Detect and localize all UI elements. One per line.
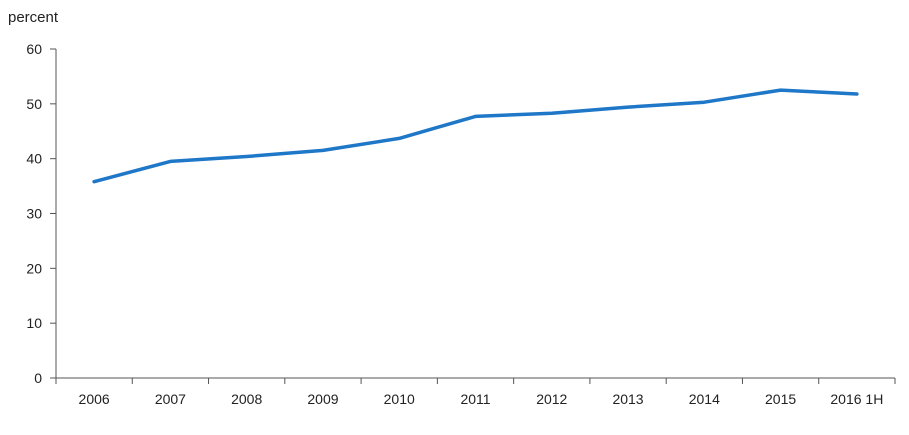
- x-tick-label: 2008: [231, 391, 262, 407]
- x-tick-label: 2006: [79, 391, 110, 407]
- y-tick-label: 50: [26, 96, 42, 112]
- x-tick-label: 2009: [307, 391, 338, 407]
- series-line: [94, 90, 857, 182]
- y-tick-label: 30: [26, 206, 42, 222]
- y-tick-label: 10: [26, 315, 42, 331]
- x-tick-label: 2014: [689, 391, 720, 407]
- x-tick-label: 2007: [155, 391, 186, 407]
- x-tick-label: 2013: [612, 391, 643, 407]
- y-tick-label: 20: [26, 260, 42, 276]
- y-tick-label: 40: [26, 151, 42, 167]
- y-axis-label: percent: [8, 9, 59, 26]
- y-tick-label: 60: [26, 41, 42, 57]
- y-ticks: 0 10 20 30 40 50 60: [26, 41, 56, 386]
- y-tick-label: 0: [34, 370, 42, 386]
- x-tick-label: 2010: [384, 391, 415, 407]
- x-tick-label: 2012: [536, 391, 567, 407]
- series-layer: [94, 90, 857, 182]
- x-tick-label: 2011: [460, 391, 490, 407]
- x-tick-label: 2015: [765, 391, 796, 407]
- x-ticks: 2006 2007 2008 2009 2010 2011 2012 2013 2014 2015…: [56, 378, 895, 407]
- axes: [56, 49, 895, 378]
- x-tick-label: 2016 1H: [830, 391, 883, 407]
